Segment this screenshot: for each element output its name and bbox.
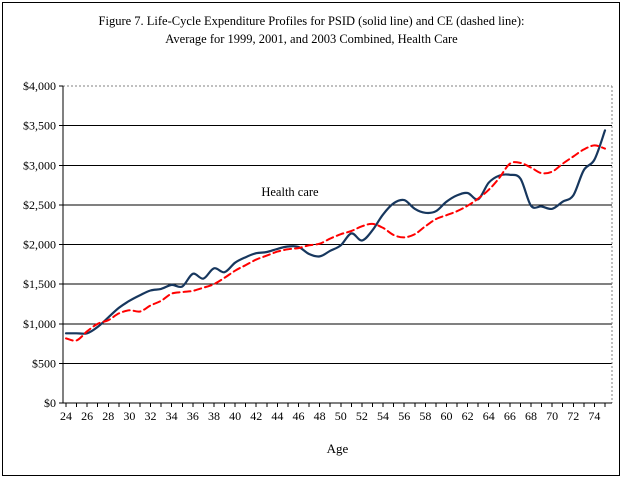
x-tick-label: 66 [504, 409, 516, 423]
y-tick-label: $500 [32, 356, 56, 370]
x-tick-label: 38 [208, 409, 220, 423]
x-tick-label: 62 [462, 409, 474, 423]
x-tick-label: 72 [567, 409, 579, 423]
x-tick-label: 46 [293, 409, 305, 423]
x-tick-label: 36 [187, 409, 199, 423]
x-tick-label: 32 [145, 409, 157, 423]
y-tick-label: $1,500 [23, 277, 56, 291]
x-tick-label: 24 [60, 409, 72, 423]
x-tick-label: 54 [377, 409, 389, 423]
y-tick-label: $4,000 [23, 79, 56, 93]
y-tick-label: $1,000 [23, 317, 56, 331]
series-line-ce [65, 144, 606, 342]
y-tick-label: $2,500 [23, 198, 56, 212]
y-tick-label: $0 [44, 396, 56, 410]
x-tick-label: 74 [588, 409, 600, 423]
y-tick-label: $3,500 [23, 119, 56, 133]
axis-ticks [59, 85, 606, 407]
x-tick-label: 44 [271, 409, 283, 423]
x-tick-label: 50 [335, 409, 347, 423]
x-tick-label: 60 [440, 409, 452, 423]
x-tick-label: 56 [398, 409, 410, 423]
y-tick-label: $3,000 [23, 158, 56, 172]
x-tick-label: 40 [229, 409, 241, 423]
x-tick-label: 48 [314, 409, 326, 423]
x-tick-label: 26 [81, 409, 93, 423]
x-tick-label: 42 [250, 409, 262, 423]
x-tick-label: 30 [123, 409, 135, 423]
axis-tick-labels: $0 $500 $1,000 $1,500 $2,000 $2,500 $3,000 $3,5… [23, 79, 600, 423]
x-tick-label: 52 [356, 409, 368, 423]
series-annotation: Health care [261, 185, 319, 199]
data-series [64, 129, 607, 342]
chart-title: Figure 7. Life-Cycle Expenditure Profile… [0, 12, 623, 48]
x-axis-title: Age [326, 441, 349, 456]
chart-title-line1: Figure 7. Life-Cycle Expenditure Profile… [98, 14, 525, 28]
series-line-psid [64, 129, 607, 335]
y-tick-label: $2,000 [23, 238, 56, 252]
x-tick-label: 70 [546, 409, 558, 423]
x-tick-label: 58 [419, 409, 431, 423]
x-tick-label: 64 [483, 409, 495, 423]
x-tick-label: 68 [525, 409, 537, 423]
gridlines [63, 85, 613, 403]
x-tick-label: 28 [102, 409, 114, 423]
chart-title-line2: Average for 1999, 2001, and 2003 Combine… [165, 32, 458, 46]
x-tick-label: 34 [166, 409, 178, 423]
